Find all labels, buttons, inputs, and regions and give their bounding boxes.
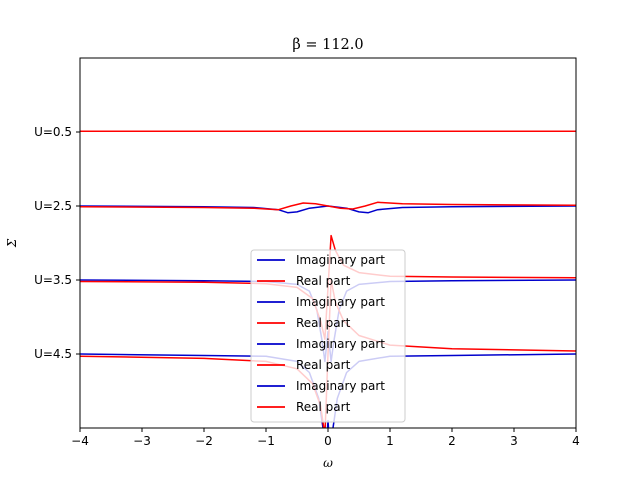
y-tick-label: U=3.5 xyxy=(34,273,72,287)
legend-label: Imaginary part xyxy=(296,253,385,267)
x-axis-label: ω xyxy=(323,456,333,470)
y-axis: U=0.5 U=2.5 U=3.5 U=4.5 xyxy=(34,125,80,361)
legend: Imaginary part Real part Imaginary part Rea… xyxy=(250,249,406,423)
x-tick-label: 2 xyxy=(448,434,456,448)
x-tick-label: −2 xyxy=(195,434,213,448)
legend-label: Imaginary part xyxy=(296,295,385,309)
y-axis-label: Σ xyxy=(5,238,19,248)
legend-label: Real part xyxy=(296,400,351,414)
x-tick-label: 0 xyxy=(324,434,332,448)
legend-label: Real part xyxy=(296,358,351,372)
y-tick-label: U=0.5 xyxy=(34,125,72,139)
x-tick-label: 1 xyxy=(386,434,394,448)
x-tick-label: −1 xyxy=(257,434,275,448)
chart-title: β = 112.0 xyxy=(292,37,363,53)
legend-label: Real part xyxy=(296,316,351,330)
legend-label: Imaginary part xyxy=(296,337,385,351)
x-tick-label: 3 xyxy=(510,434,518,448)
series-line-3 xyxy=(80,201,576,211)
x-axis: −4 −3 −2 −1 0 1 2 3 4 xyxy=(71,428,580,448)
legend-box xyxy=(250,249,406,423)
legend-label: Real part xyxy=(296,274,351,288)
y-tick-label: U=4.5 xyxy=(34,347,72,361)
y-tick-label: U=2.5 xyxy=(34,199,72,213)
legend-label: Imaginary part xyxy=(296,379,385,393)
x-tick-label: −3 xyxy=(133,434,151,448)
x-tick-label: 4 xyxy=(572,434,580,448)
x-tick-label: −4 xyxy=(71,434,89,448)
